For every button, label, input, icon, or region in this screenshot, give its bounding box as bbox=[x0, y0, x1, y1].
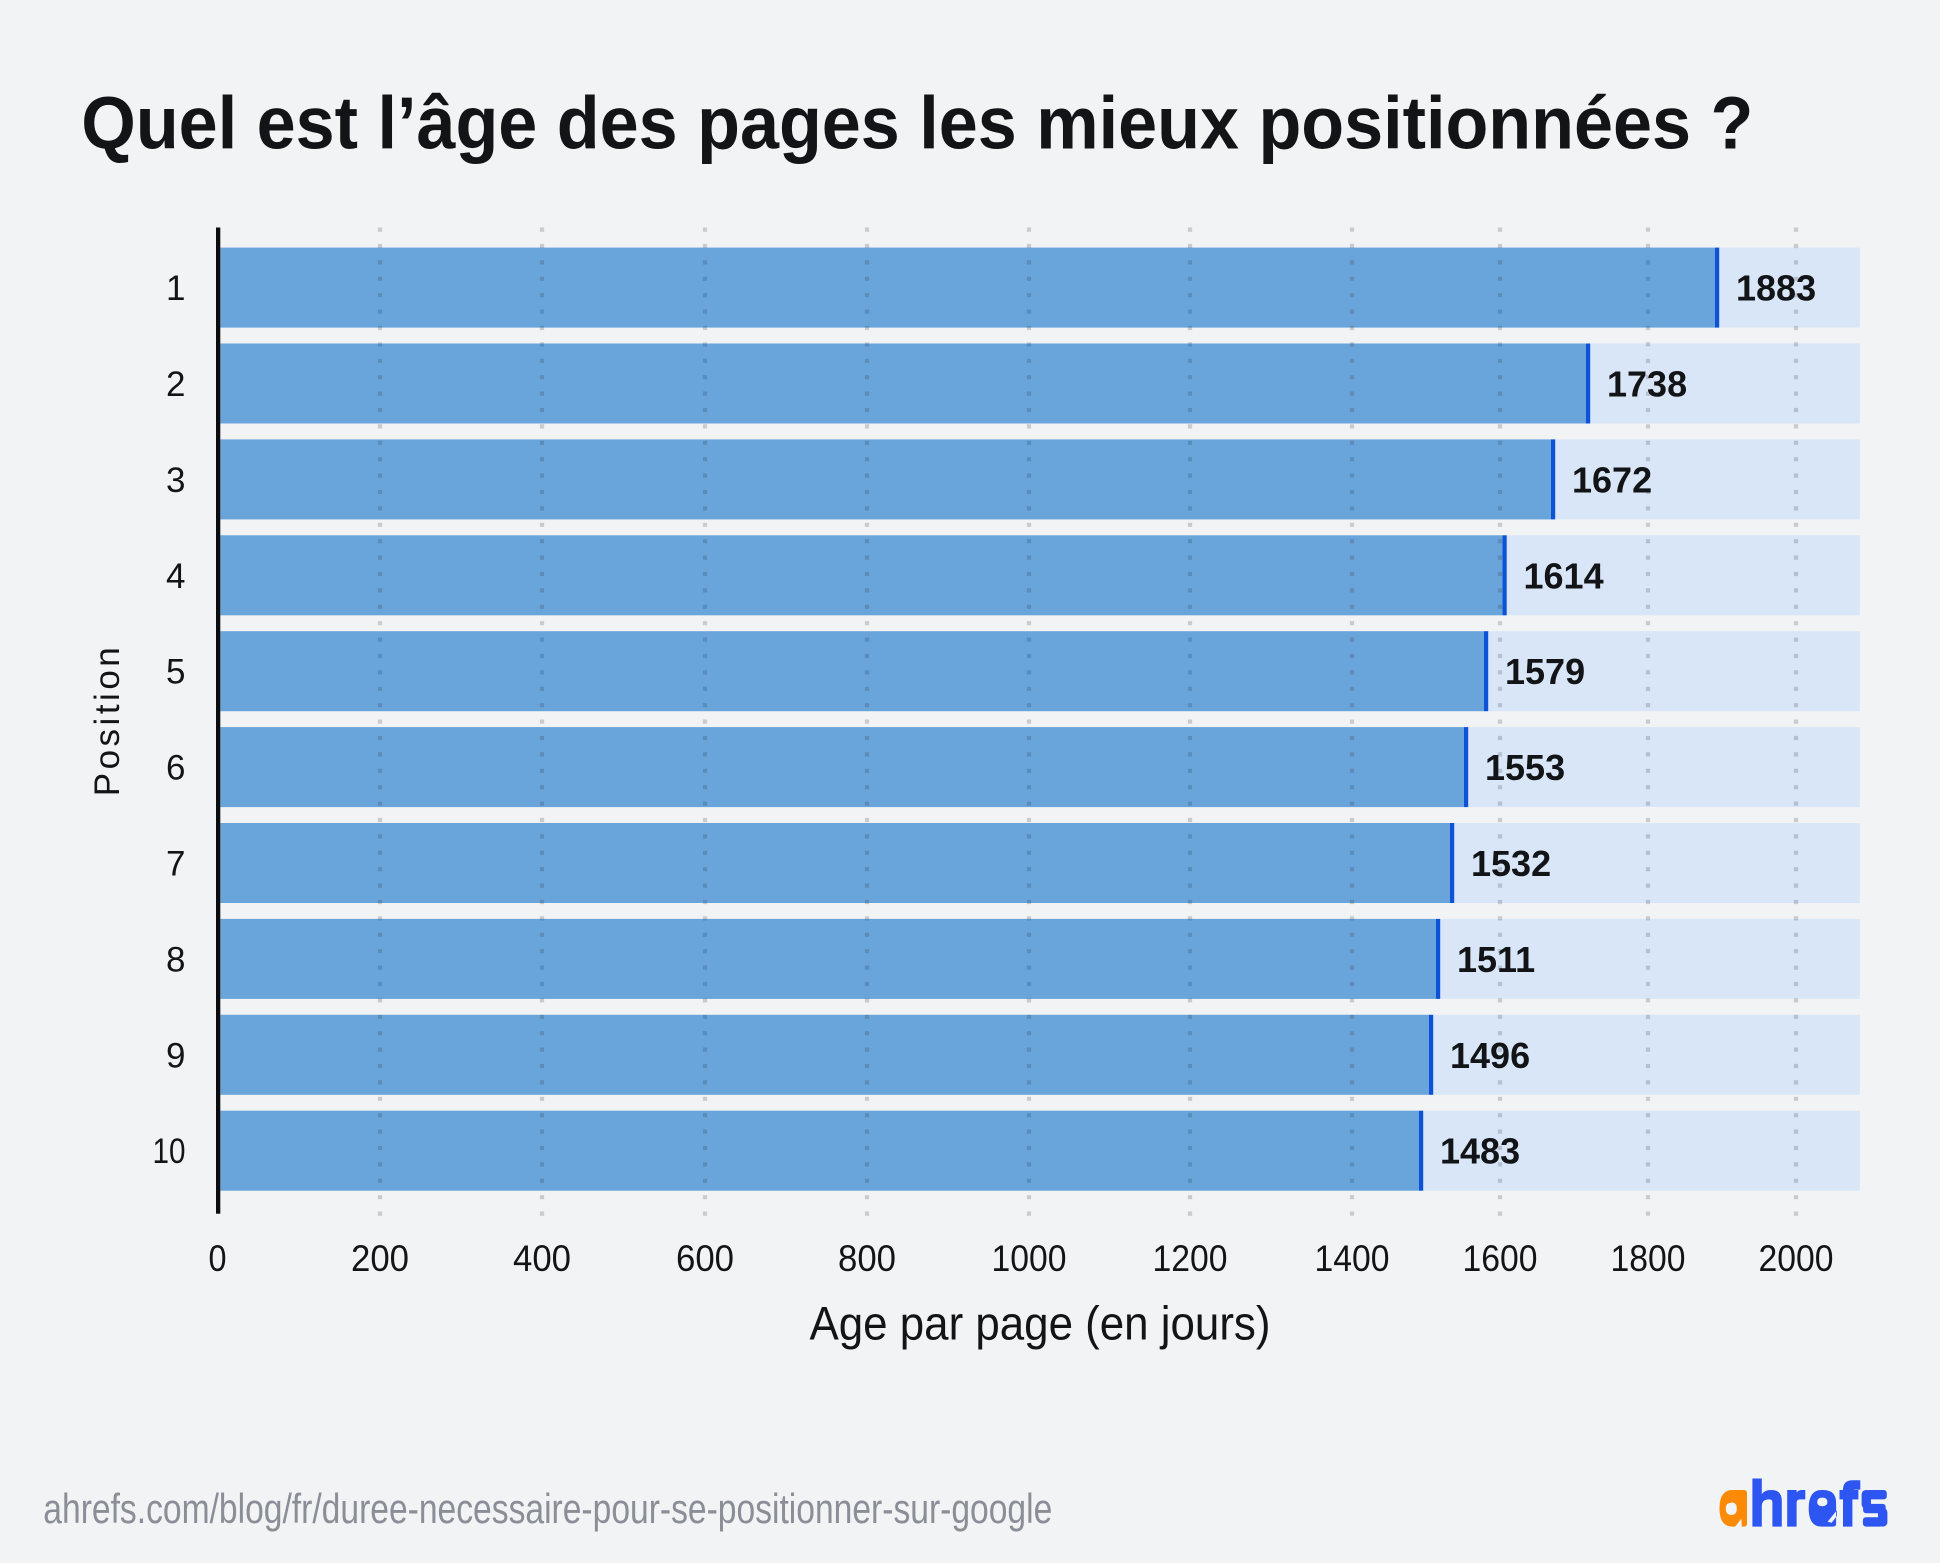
svg-text:1000: 1000 bbox=[992, 1238, 1067, 1279]
svg-text:400: 400 bbox=[513, 1238, 571, 1279]
svg-text:Position: Position bbox=[88, 644, 127, 797]
svg-text:7: 7 bbox=[166, 845, 185, 884]
svg-text:3: 3 bbox=[166, 461, 185, 500]
svg-text:5: 5 bbox=[166, 653, 185, 692]
svg-text:1496: 1496 bbox=[1450, 1035, 1530, 1076]
svg-text:1400: 1400 bbox=[1315, 1238, 1390, 1279]
svg-text:1800: 1800 bbox=[1611, 1238, 1686, 1279]
svg-text:1672: 1672 bbox=[1572, 459, 1652, 500]
svg-text:1579: 1579 bbox=[1505, 651, 1585, 692]
svg-text:600: 600 bbox=[676, 1238, 734, 1279]
svg-text:1553: 1553 bbox=[1485, 747, 1565, 788]
svg-text:1200: 1200 bbox=[1153, 1238, 1228, 1279]
svg-text:2: 2 bbox=[166, 365, 185, 404]
svg-text:1600: 1600 bbox=[1463, 1238, 1538, 1279]
svg-text:Age par page (en jours): Age par page (en jours) bbox=[810, 1297, 1271, 1350]
svg-text:1511: 1511 bbox=[1457, 939, 1535, 980]
svg-text:10: 10 bbox=[153, 1132, 186, 1171]
svg-text:ahrefs.com/blog/fr/duree-neces: ahrefs.com/blog/fr/duree-necessaire-pour… bbox=[43, 1485, 1052, 1532]
svg-text:8: 8 bbox=[166, 940, 185, 979]
svg-text:1483: 1483 bbox=[1440, 1131, 1520, 1172]
svg-text:1532: 1532 bbox=[1471, 843, 1551, 884]
svg-text:2000: 2000 bbox=[1759, 1238, 1834, 1279]
svg-text:1738: 1738 bbox=[1607, 364, 1687, 405]
svg-text:6: 6 bbox=[166, 749, 185, 788]
svg-text:0: 0 bbox=[209, 1238, 227, 1279]
svg-text:1614: 1614 bbox=[1524, 555, 1604, 596]
svg-text:200: 200 bbox=[351, 1238, 409, 1279]
svg-text:1883: 1883 bbox=[1736, 268, 1816, 309]
svg-text:Quel est l’âge des pages les m: Quel est l’âge des pages les mieux posit… bbox=[81, 82, 1753, 165]
svg-text:1: 1 bbox=[166, 269, 185, 308]
svg-text:4: 4 bbox=[166, 557, 185, 596]
svg-text:800: 800 bbox=[838, 1238, 896, 1279]
svg-text:9: 9 bbox=[166, 1036, 185, 1075]
